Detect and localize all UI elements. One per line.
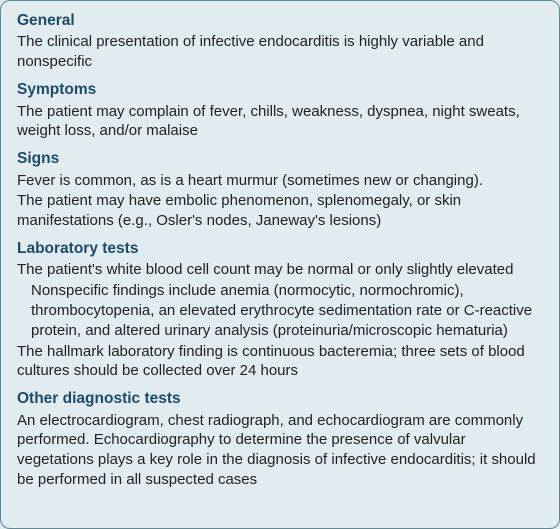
heading-symptoms: Symptoms	[17, 80, 543, 100]
text-other-diagnostic: An electrocardiogram, chest radiograph, …	[17, 411, 543, 490]
section-other-diagnostic: Other diagnostic tests An electrocardiog…	[17, 389, 543, 490]
section-symptoms: Symptoms The patient may complain of fev…	[17, 80, 543, 141]
section-general: General The clinical presentation of inf…	[17, 11, 543, 72]
heading-other-diagnostic: Other diagnostic tests	[17, 389, 543, 409]
text-symptoms: The patient may complain of fever, chill…	[17, 102, 543, 142]
text-signs-1: Fever is common, as is a heart murmur (s…	[17, 171, 543, 191]
text-signs-2: The patient may have embolic phenomenon,…	[17, 191, 543, 231]
text-general: The clinical presentation of infective e…	[17, 32, 543, 72]
text-lab-1: The patient's white blood cell count may…	[17, 260, 543, 280]
section-lab-tests: Laboratory tests The patient's white blo…	[17, 239, 543, 381]
heading-general: General	[17, 11, 543, 31]
section-signs: Signs Fever is common, as is a heart mur…	[17, 149, 543, 231]
clinical-info-panel: General The clinical presentation of inf…	[0, 0, 560, 529]
heading-signs: Signs	[17, 149, 543, 169]
text-lab-2: Nonspecific findings include anemia (nor…	[17, 281, 543, 340]
text-lab-3: The hallmark laboratory finding is conti…	[17, 342, 543, 382]
heading-lab-tests: Laboratory tests	[17, 239, 543, 259]
